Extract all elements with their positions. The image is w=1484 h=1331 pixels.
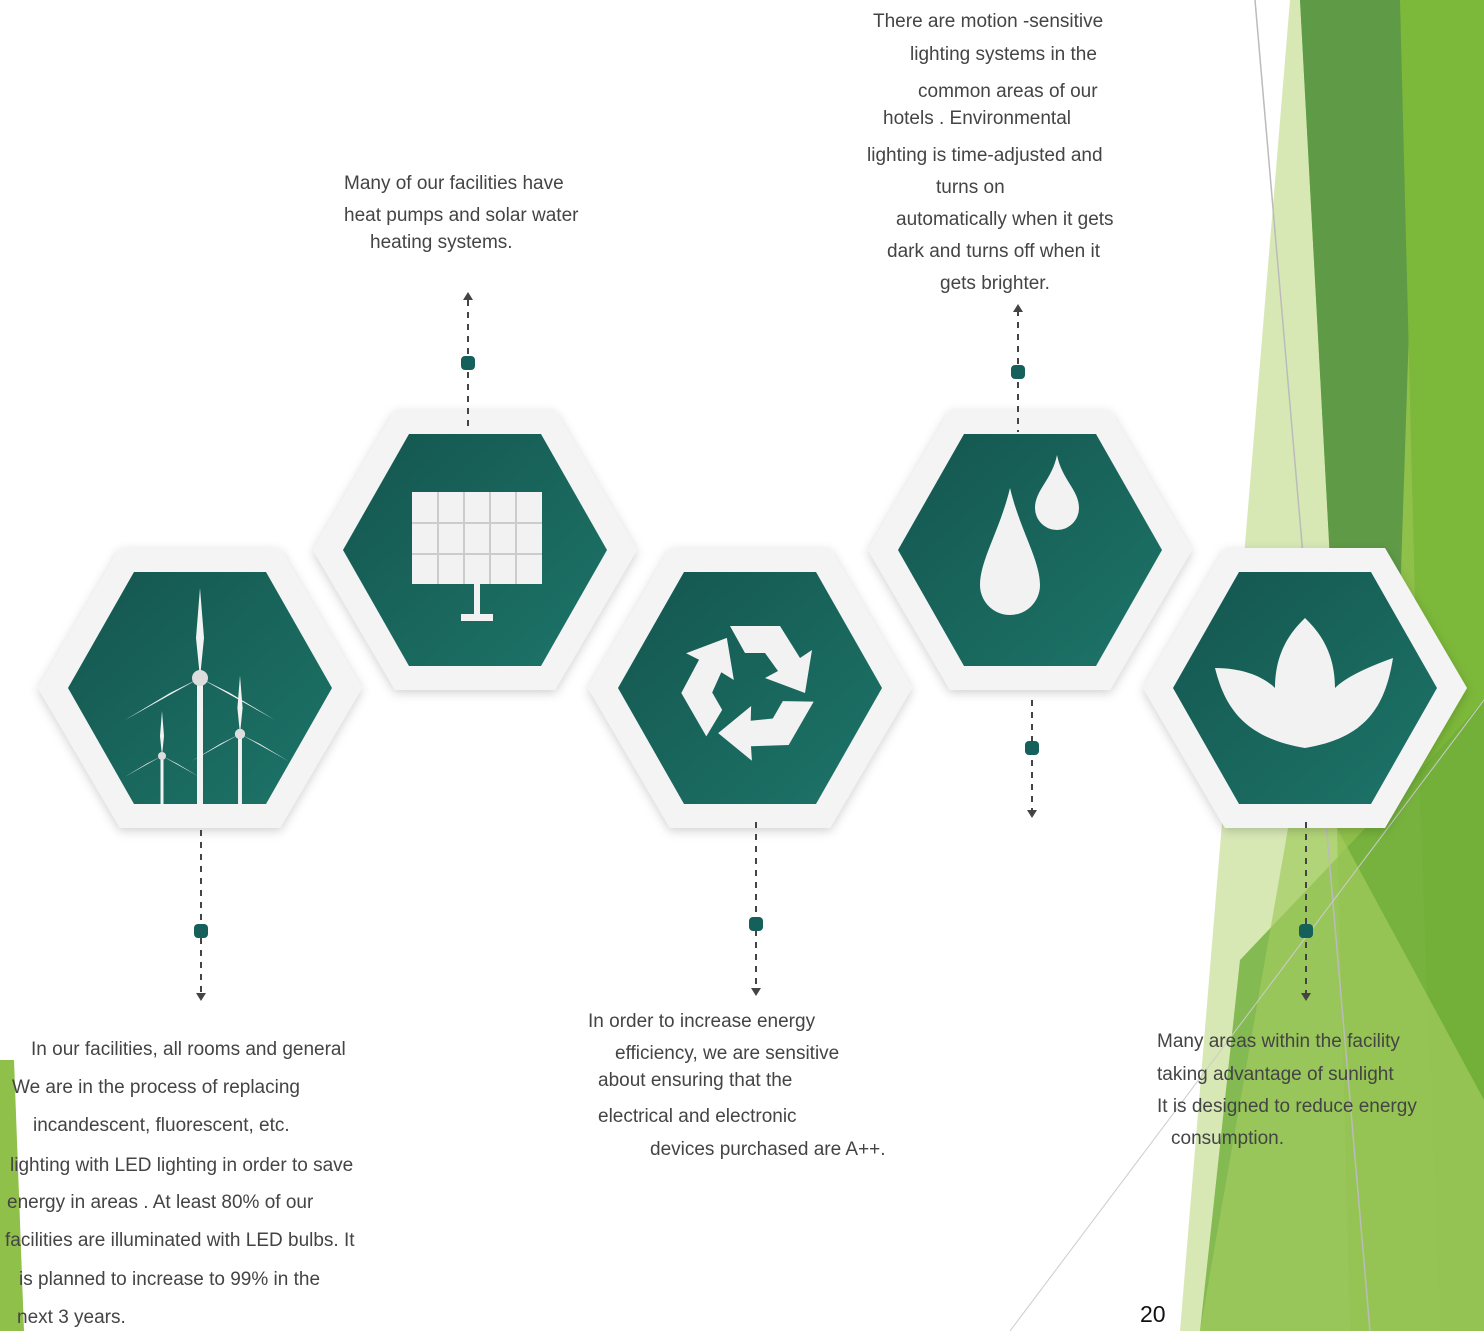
page-number: 20 bbox=[1140, 1301, 1166, 1327]
hexagon-solar bbox=[313, 410, 637, 690]
text-line: dark and turns off when it bbox=[887, 241, 1101, 262]
text-line: taking advantage of sunlight bbox=[1157, 1064, 1394, 1085]
hexagon-wind bbox=[38, 548, 362, 828]
text-line: lighting is time-adjusted and bbox=[867, 145, 1103, 166]
turbine-hub bbox=[158, 752, 166, 760]
turbine-hub bbox=[235, 729, 245, 739]
text-line: devices purchased are A++. bbox=[650, 1139, 886, 1160]
text-line: common areas of our bbox=[918, 81, 1098, 102]
text-line: about ensuring that the bbox=[598, 1070, 792, 1091]
slide: Many of our facilities have heat pumps a… bbox=[0, 0, 1484, 1331]
text-line: incandescent, fluorescent, etc. bbox=[33, 1115, 290, 1136]
text-line: turns on bbox=[936, 177, 1005, 198]
text-line: next 3 years. bbox=[17, 1307, 126, 1328]
text-line: gets brighter. bbox=[940, 273, 1050, 294]
text-line: Many of our facilities have bbox=[344, 173, 564, 194]
text-line: We are in the process of replacing bbox=[12, 1077, 300, 1098]
text-line: is planned to increase to 99% in the bbox=[19, 1269, 320, 1290]
text-line: In our facilities, all rooms and general bbox=[31, 1039, 346, 1060]
text-line: heat pumps and solar water bbox=[344, 205, 579, 226]
solar-panel bbox=[412, 492, 542, 584]
text-line: In order to increase energy bbox=[588, 1011, 816, 1032]
text-line: heating systems. bbox=[370, 232, 513, 253]
turbine-pole bbox=[161, 756, 164, 804]
turbine-pole bbox=[197, 678, 203, 804]
text-line: hotels . Environmental bbox=[883, 108, 1071, 129]
text-line: It is designed to reduce energy bbox=[1157, 1096, 1417, 1117]
text-line: consumption. bbox=[1171, 1128, 1284, 1149]
text-line: energy in areas . At least 80% of our bbox=[7, 1192, 314, 1213]
text-line: automatically when it gets bbox=[896, 209, 1114, 230]
text-line: electrical and electronic bbox=[598, 1106, 797, 1127]
text-line: lighting systems in the bbox=[910, 44, 1097, 65]
text-line: efficiency, we are sensitive bbox=[615, 1043, 839, 1064]
hexagon-recycle bbox=[588, 548, 912, 828]
text-line: Many areas within the facility bbox=[1157, 1031, 1400, 1052]
hexagon-drops bbox=[868, 410, 1192, 690]
text-line: There are motion -sensitive bbox=[873, 11, 1103, 32]
turbine-hub bbox=[192, 670, 208, 686]
text-line: facilities are illuminated with LED bulb… bbox=[5, 1230, 355, 1251]
turbine-pole bbox=[238, 734, 242, 804]
panel-pole bbox=[474, 584, 480, 616]
text-line: lighting with LED lighting in order to s… bbox=[10, 1155, 353, 1176]
panel-base bbox=[461, 614, 493, 621]
